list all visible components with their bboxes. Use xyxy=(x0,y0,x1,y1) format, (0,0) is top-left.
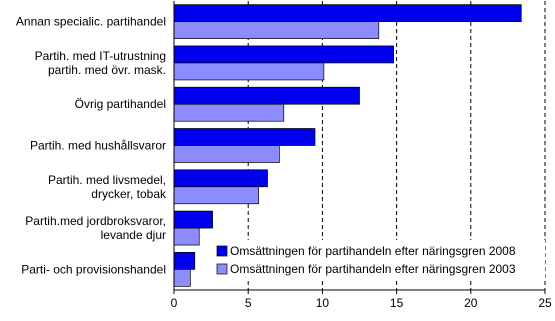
legend: Omsättningen för partihandeln efter näri… xyxy=(213,240,545,281)
bar xyxy=(173,45,394,64)
bar xyxy=(173,169,268,188)
y-tick-label: Partih. med livsmedel, drycker, tobak xyxy=(48,173,167,201)
x-tick-label: 10 xyxy=(316,296,330,310)
bar xyxy=(173,21,380,39)
bar xyxy=(173,227,200,246)
x-tick-label: 0 xyxy=(171,296,178,310)
bar xyxy=(173,252,196,270)
bar xyxy=(173,186,259,205)
legend-swatch xyxy=(216,245,228,257)
bar xyxy=(173,269,191,287)
y-tick-label: Partih. med IT-utrustning partih. med övr… xyxy=(35,49,166,77)
legend-swatch xyxy=(216,263,228,275)
bar xyxy=(173,103,285,122)
legend-label: Omsättningen för partihandeln efter näri… xyxy=(230,244,516,258)
bar xyxy=(173,62,325,81)
y-tick-label: Partih.med jordbroksvaror, levande djur xyxy=(25,214,166,242)
y-tick-label: Partih. med hushållsvaror xyxy=(30,139,166,153)
bar xyxy=(173,4,522,22)
x-tick-label: 15 xyxy=(390,296,404,310)
y-tick-label: Övrig partihandel xyxy=(75,97,166,111)
legend-label: Omsättningen för partihandeln efter näri… xyxy=(230,262,516,276)
x-tick-label: 5 xyxy=(245,296,252,310)
y-tick-label: Annan specialic. partihandel xyxy=(16,15,166,29)
bar xyxy=(173,128,316,146)
bar xyxy=(173,210,213,229)
x-tick-label: 25 xyxy=(538,296,552,310)
bar xyxy=(173,86,360,105)
legend-box xyxy=(213,240,545,281)
x-tick-label: 20 xyxy=(464,296,478,310)
y-tick-label: Parti- och provisionshandel xyxy=(21,262,166,276)
bar xyxy=(173,145,280,163)
